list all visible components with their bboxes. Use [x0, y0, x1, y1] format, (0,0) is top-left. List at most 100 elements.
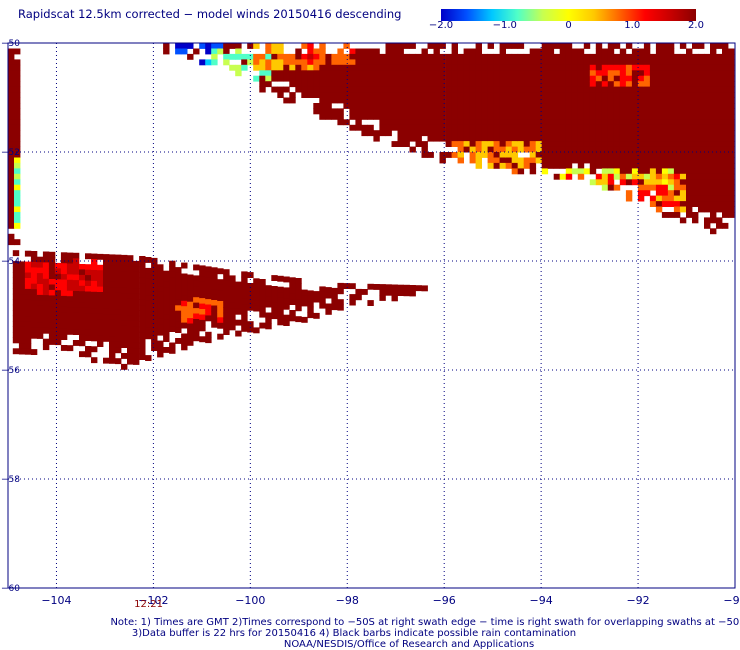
wind-pixel: [283, 314, 290, 321]
wind-pixel: [325, 53, 332, 60]
wind-pixel: [133, 326, 140, 333]
wind-pixel: [692, 86, 699, 93]
wind-pixel: [319, 108, 326, 115]
wind-pixel: [379, 81, 386, 88]
wind-pixel: [259, 53, 266, 60]
wind-pixel: [367, 81, 374, 88]
wind-pixel: [433, 59, 440, 66]
wind-pixel: [716, 113, 723, 120]
wind-pixel: [97, 302, 104, 309]
wind-pixel: [271, 286, 278, 292]
wind-pixel: [547, 130, 555, 137]
wind-pixel: [193, 280, 200, 287]
wind-pixel: [625, 168, 633, 175]
wind-pixel: [559, 162, 567, 169]
map-frame: [7, 42, 736, 589]
wind-pixel: [229, 297, 236, 304]
wind-pixel: [427, 152, 434, 158]
wind-pixel: [241, 64, 248, 71]
wind-pixel: [259, 322, 266, 329]
wind-pixel: [499, 86, 506, 93]
wind-pixel: [559, 103, 567, 109]
wind-pixel: [553, 53, 561, 60]
wind-pixel: [199, 303, 206, 310]
wind-pixel: [547, 113, 555, 120]
wind-pixel: [331, 53, 338, 60]
wind-pixel: [643, 157, 651, 164]
wind-pixel: [18, 305, 26, 311]
wind-pixel: [469, 113, 476, 120]
wind-pixel: [199, 325, 206, 332]
lon-tick-label: −104: [41, 594, 71, 607]
wind-pixel: [583, 81, 591, 88]
wind-pixel: [535, 103, 543, 109]
wind-pixel: [661, 81, 669, 88]
wind-pixel: [12, 337, 20, 344]
wind-pixel: [91, 357, 98, 364]
wind-pixel: [403, 124, 410, 131]
wind-pixel: [91, 275, 98, 282]
wind-pixel: [379, 119, 386, 126]
wind-pixel: [583, 59, 591, 66]
wind-pixel: [643, 190, 651, 197]
wind-pixel: [307, 86, 314, 93]
wind-pixel: [571, 157, 579, 164]
wind-pixel: [60, 328, 68, 335]
wind-pixel: [187, 279, 194, 286]
wind-pixel: [445, 135, 452, 142]
wind-pixel: [325, 75, 332, 82]
wind-pixel: [12, 293, 20, 300]
wind-pixel: [145, 327, 152, 334]
wind-pixel: [313, 296, 320, 303]
wind-pixel: [619, 53, 627, 60]
wind-pixel: [97, 335, 104, 342]
wind-pixel: [223, 296, 230, 303]
wind-pixel: [235, 281, 242, 288]
wind-pixel: [511, 130, 519, 137]
wind-pixel: [42, 327, 50, 334]
wind-pixel: [355, 294, 362, 301]
wind-pixel: [24, 294, 32, 301]
wind-pixel: [481, 59, 488, 66]
wind-pixel: [613, 130, 621, 137]
wind-pixel: [97, 341, 104, 347]
wind-pixel: [8, 81, 15, 88]
wind-pixel: [14, 135, 21, 142]
wind-pixel: [559, 75, 567, 82]
wind-pixel: [595, 81, 603, 88]
wind-pixel: [679, 217, 687, 224]
wind-pixel: [343, 81, 350, 88]
wind-pixel: [259, 64, 266, 71]
wind-pixel: [529, 124, 537, 131]
wind-pixel: [577, 146, 585, 153]
wind-pixel: [121, 260, 128, 267]
wind-pixel: [103, 335, 110, 342]
wind-pixel: [523, 70, 531, 77]
wind-pixel: [619, 119, 627, 126]
wind-pixel: [535, 70, 543, 77]
wind-pixel: [523, 141, 531, 147]
wind-pixel: [601, 59, 609, 66]
wind-pixel: [499, 53, 506, 60]
wind-pixel: [439, 43, 446, 49]
colorbar-gradient: [441, 9, 696, 21]
wind-pixel: [679, 70, 687, 77]
wind-pixel: [710, 64, 717, 71]
wind-pixel: [511, 141, 519, 147]
wind-pixel: [679, 173, 687, 180]
wind-pixel: [139, 343, 146, 350]
wind-pixel: [619, 168, 627, 175]
wind-pixel: [421, 103, 428, 109]
wind-pixel: [60, 306, 68, 313]
wind-pixel: [553, 59, 561, 66]
wind-pixel: [541, 86, 549, 93]
wind-pixel: [577, 124, 585, 131]
wind-pixel: [716, 179, 723, 186]
wind-pixel: [529, 157, 537, 164]
wind-pixel: [571, 135, 579, 142]
wind-pixel: [14, 108, 21, 115]
wind-pixel: [716, 70, 723, 77]
wind-pixel: [655, 81, 663, 88]
wind-pixel: [469, 81, 476, 88]
wind-pixel: [54, 333, 62, 340]
